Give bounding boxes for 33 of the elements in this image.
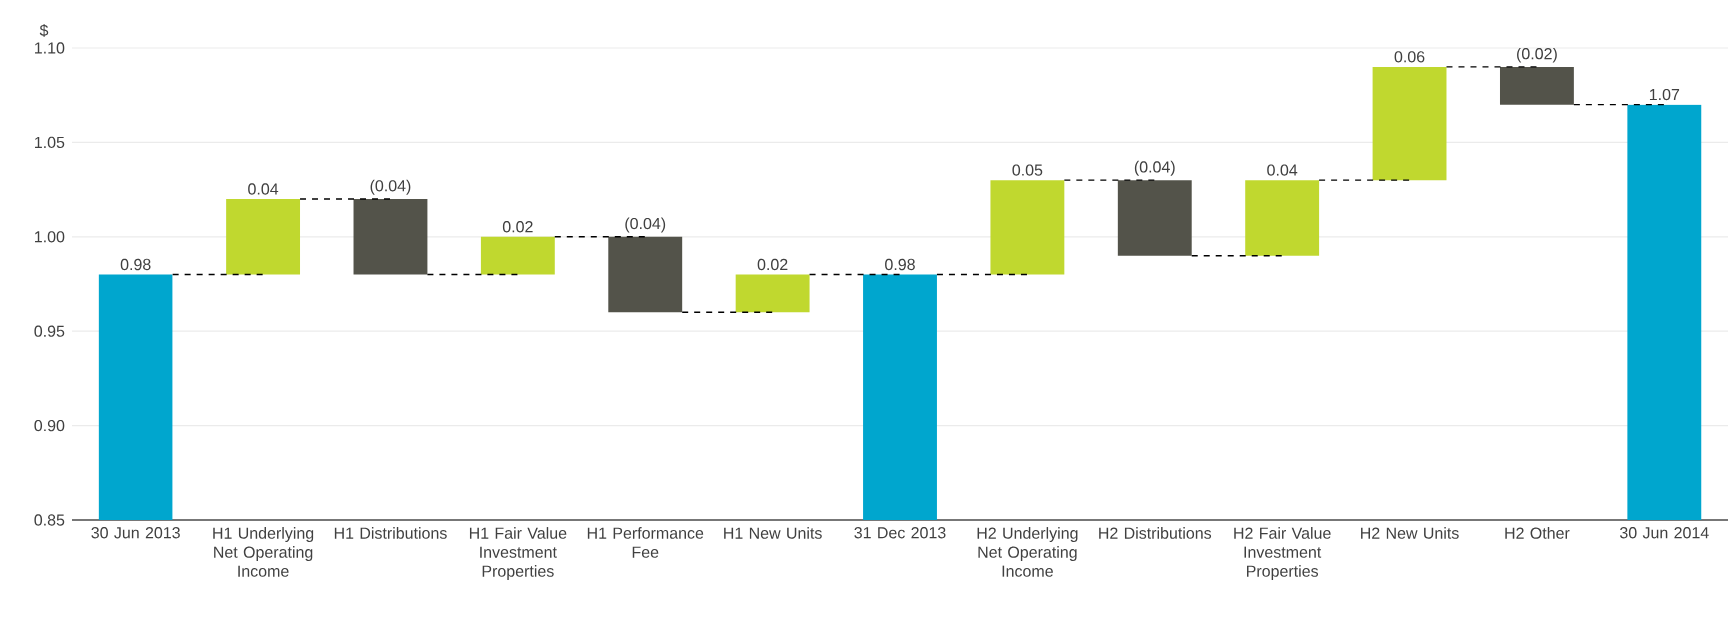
data-label: 0.02 (757, 258, 788, 271)
data-label: (0.04) (370, 179, 411, 195)
x-tick-label: H1 Underlying Net Operating Income (213, 527, 314, 577)
x-tick-label: H1 Fair Value Investment Properties (469, 527, 567, 580)
x-tick-label: 31 Dec 2013 (854, 527, 946, 539)
x-tick-label: 30 Jun 2013 (91, 527, 180, 539)
data-label: 1.07 (1649, 88, 1680, 101)
data-label: 0.98 (885, 258, 915, 271)
y-tick-label: 1.05 (35, 136, 65, 149)
data-label: 0.04 (1267, 164, 1298, 176)
x-tick-label: H1 Performance Fee (587, 527, 704, 558)
x-tick-label: H2 Other (1505, 527, 1570, 539)
x-tick-label: H1 New Units (724, 527, 822, 539)
y-tick-label: 0.85 (34, 514, 65, 526)
y-axis-title: $ (39, 23, 49, 37)
x-tick-label: 30 Jun 2014 (1619, 527, 1709, 539)
x-tick-label: H2 Underlying Net Operating Income (977, 527, 1078, 577)
y-tick-label: 1.00 (35, 231, 65, 243)
y-tick-label: 1.10 (35, 42, 65, 54)
data-label: 0.04 (248, 183, 279, 195)
data-label: (0.04) (625, 217, 666, 233)
x-tick-label: H2 New Units (1361, 527, 1459, 539)
y-tick-label: 0.90 (34, 419, 65, 432)
x-tick-label: H2 Distributions (1099, 527, 1212, 539)
data-label: 0.06 (1394, 51, 1425, 63)
data-label: (0.02) (1517, 47, 1557, 63)
y-tick-label: 0.95 (34, 325, 65, 337)
x-tick-label: H2 Fair Value Investment Properties (1234, 527, 1331, 580)
data-label: 0.98 (120, 258, 151, 271)
data-label: (0.04) (1134, 160, 1175, 176)
data-label: 0.02 (502, 221, 533, 233)
x-tick-label: H1 Distributions (334, 527, 447, 539)
data-label: 0.05 (1012, 164, 1043, 176)
